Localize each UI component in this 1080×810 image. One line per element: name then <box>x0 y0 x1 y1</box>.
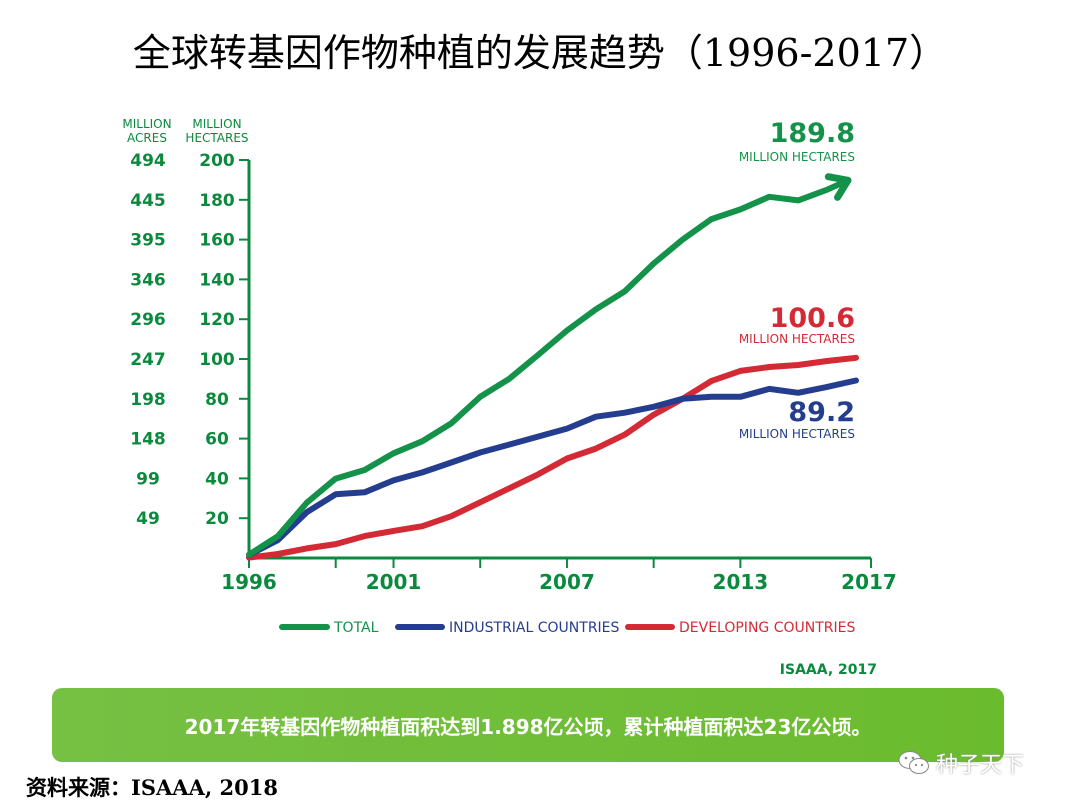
industrial-end-unit: MILLION HECTARES <box>739 427 855 441</box>
series-line-developing-countries <box>246 354 859 561</box>
y-axis-ticks: 20 49 40 99 60 148 80 198 100 247 120 296 140 346 160 3… <box>130 151 249 529</box>
x-axis-ticks: 1996 2001 2007 2013 2017 <box>221 558 897 594</box>
summary-banner: 2017年转基因作物种植面积达到1.898亿公顷，累计种植面积达23亿公顷。 <box>52 688 1004 762</box>
acres-axis-head-1: MILLION <box>122 117 171 131</box>
page-title: 全球转基因作物种植的发展趋势（1996-2017） <box>132 31 948 75</box>
total-arrowhead <box>824 173 852 201</box>
x-tick-label: 2007 <box>539 570 595 594</box>
acres-axis-head-2: ACRES <box>127 131 167 145</box>
hectares-axis-head-1: MILLION <box>192 117 241 131</box>
y-tick-label-acres: 247 <box>130 350 166 370</box>
hectares-axis-head-2: HECTARES <box>185 131 248 145</box>
y-tick-label-acres: 395 <box>130 231 166 251</box>
y-tick-label-hectares: 40 <box>205 469 229 489</box>
y-tick-label-acres: 99 <box>136 469 160 489</box>
y-tick-label-hectares: 180 <box>199 191 235 211</box>
total-end-value: 189.8 <box>770 118 855 149</box>
summary-banner-text: 2017年转基因作物种植面积达到1.898亿公顷，累计种植面积达23亿公顷。 <box>184 714 872 739</box>
y-tick-label-acres: 296 <box>130 310 166 330</box>
total-end-unit: MILLION HECTARES <box>739 150 855 164</box>
developing-end-unit: MILLION HECTARES <box>739 332 855 346</box>
y-tick-label-hectares: 200 <box>199 151 235 171</box>
y-tick-label-acres: 346 <box>130 270 166 290</box>
line-chart: MILLION ACRES MILLION HECTARES 20 49 40 99 6… <box>122 117 897 678</box>
chart-source: ISAAA, 2017 <box>780 662 877 678</box>
watermark-text: 种子天下 <box>936 753 1025 778</box>
y-tick-label-hectares: 100 <box>199 350 235 370</box>
developing-end-value: 100.6 <box>770 303 855 334</box>
legend-label-industrial: INDUSTRIAL COUNTRIES <box>449 620 620 636</box>
legend: TOTAL INDUSTRIAL COUNTRIES DEVELOPING CO… <box>279 620 855 636</box>
y-tick-label-hectares: 20 <box>205 509 229 529</box>
x-tick-label: 2013 <box>713 570 769 594</box>
y-tick-label-acres: 494 <box>130 151 166 171</box>
y-tick-label-hectares: 120 <box>199 310 235 330</box>
x-tick-label: 2001 <box>366 570 422 594</box>
y-tick-label-hectares: 160 <box>199 231 235 251</box>
series-line-industrial-countries <box>246 377 859 558</box>
wechat-icon <box>898 751 929 774</box>
y-tick-label-acres: 198 <box>130 390 166 410</box>
source-note: 资料来源：ISAAA, 2018 <box>26 775 278 800</box>
y-tick-label-hectares: 80 <box>205 390 229 410</box>
legend-label-developing: DEVELOPING COUNTRIES <box>679 620 855 636</box>
y-tick-label-acres: 49 <box>136 509 160 529</box>
series-line-total <box>246 177 851 558</box>
y-tick-label-hectares: 60 <box>205 430 229 450</box>
y-tick-label-acres: 445 <box>130 191 166 211</box>
y-tick-label-hectares: 140 <box>199 270 235 290</box>
series-lines <box>246 173 859 561</box>
industrial-end-value: 89.2 <box>788 397 855 428</box>
y-tick-label-acres: 148 <box>130 430 166 450</box>
x-tick-label: 1996 <box>221 570 277 594</box>
x-tick-label: 2017 <box>841 570 897 594</box>
legend-label-total: TOTAL <box>333 620 379 636</box>
watermark: 种子天下 <box>898 747 1024 779</box>
